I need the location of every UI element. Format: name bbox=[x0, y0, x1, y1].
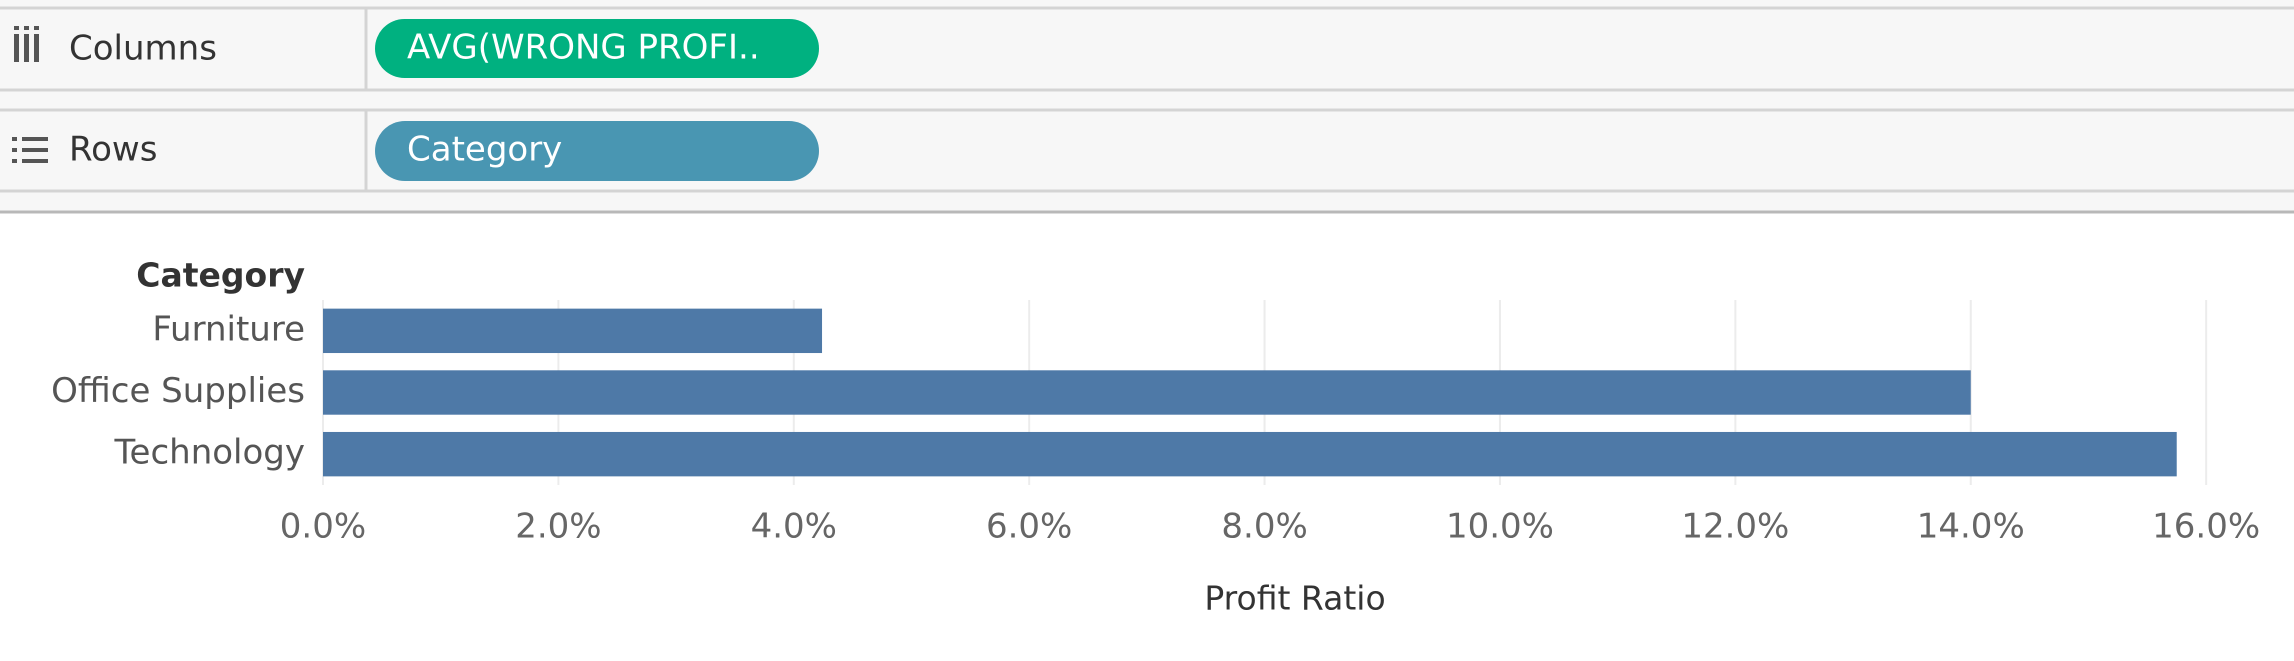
x-tick-label: 4.0% bbox=[751, 507, 837, 547]
pill-label[interactable]: Category bbox=[407, 130, 562, 170]
bar bbox=[323, 431, 2177, 477]
rows-icon bbox=[12, 137, 48, 163]
columns-icon bbox=[14, 26, 39, 62]
category-label: Furniture bbox=[152, 309, 305, 349]
x-tick-label: 16.0% bbox=[2152, 507, 2260, 547]
bar bbox=[323, 308, 823, 354]
pill[interactable] bbox=[375, 121, 819, 181]
shelves: Columns Rows AVG(WRONG PROFI.. Category bbox=[0, 0, 2294, 214]
axis-title: Profit Ratio bbox=[1204, 579, 1385, 618]
shelf-label: Columns bbox=[69, 29, 217, 69]
x-tick-label: 8.0% bbox=[1221, 507, 1307, 547]
x-tick-label: 0.0% bbox=[280, 507, 366, 547]
category-label: Technology bbox=[114, 433, 305, 473]
pill-label[interactable]: AVG(WRONG PROFI.. bbox=[407, 28, 760, 68]
x-tick-label: 2.0% bbox=[515, 507, 601, 547]
row-header: Category bbox=[136, 256, 305, 295]
pill[interactable] bbox=[375, 19, 819, 78]
bar bbox=[323, 370, 1971, 415]
x-tick-label: 14.0% bbox=[1917, 507, 2025, 547]
shelf-area bbox=[0, 0, 2294, 212]
x-tick-label: 6.0% bbox=[986, 507, 1072, 547]
x-tick-label: 10.0% bbox=[1446, 507, 1554, 547]
x-tick-label: 12.0% bbox=[1681, 507, 1789, 547]
shelf-label: Rows bbox=[69, 130, 157, 170]
plot: 0.0% 2.0% 4.0% 6.0% 8.0% 10.0% 12.0% 14.0% 16.0%… bbox=[51, 300, 2260, 547]
category-label: Office Supplies bbox=[51, 371, 305, 411]
